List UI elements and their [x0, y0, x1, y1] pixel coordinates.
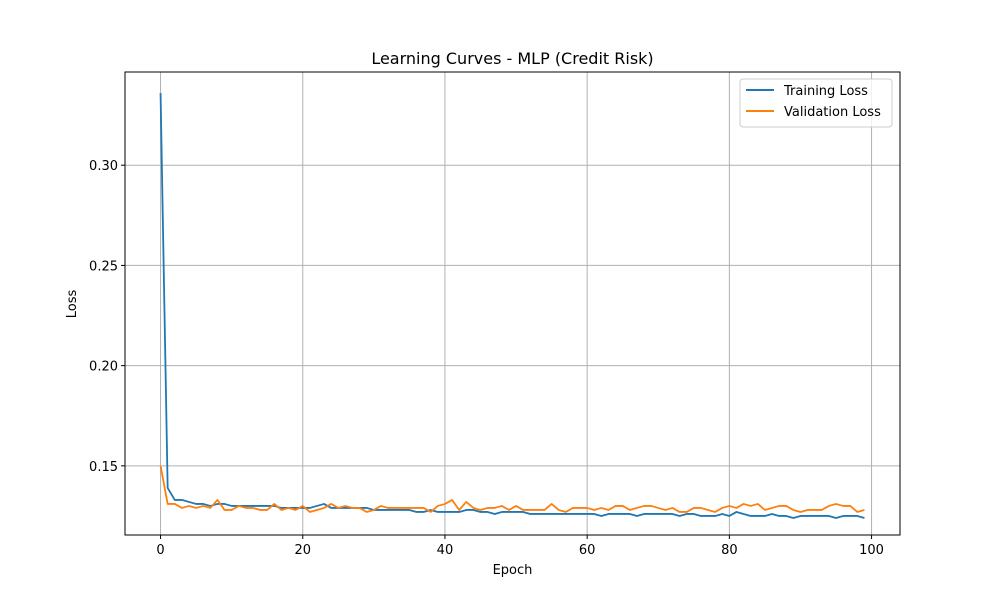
legend: Training Loss Validation Loss	[739, 78, 893, 128]
x-tick-label: 20	[294, 543, 311, 558]
x-axis-label: Epoch	[493, 563, 533, 578]
y-axis-ticks: 0.15 0.20 0.25 0.30	[89, 159, 125, 475]
y-tick-label: 0.15	[89, 460, 118, 475]
y-tick-label: 0.30	[89, 159, 118, 174]
x-tick-label: 100	[859, 543, 884, 558]
x-tick-label: 60	[579, 543, 596, 558]
legend-label-validation-loss: Validation Loss	[784, 105, 881, 120]
y-tick-label: 0.20	[89, 360, 118, 375]
chart-title: Learning Curves - MLP (Credit Risk)	[371, 49, 653, 68]
x-axis-ticks: 0 20 40 60 80 100	[156, 535, 884, 558]
y-axis-label: Loss	[65, 290, 80, 319]
series-lines	[159, 93, 865, 519]
x-tick-label: 40	[437, 543, 454, 558]
legend-label-training-loss: Training Loss	[783, 84, 868, 99]
x-tick-label: 0	[156, 543, 164, 558]
plot-frame	[124, 71, 901, 536]
series-line-validation-loss	[159, 465, 865, 513]
y-tick-label: 0.25	[89, 259, 118, 274]
grid-lines	[125, 72, 900, 535]
legend-box	[739, 78, 893, 128]
x-tick-label: 80	[721, 543, 738, 558]
